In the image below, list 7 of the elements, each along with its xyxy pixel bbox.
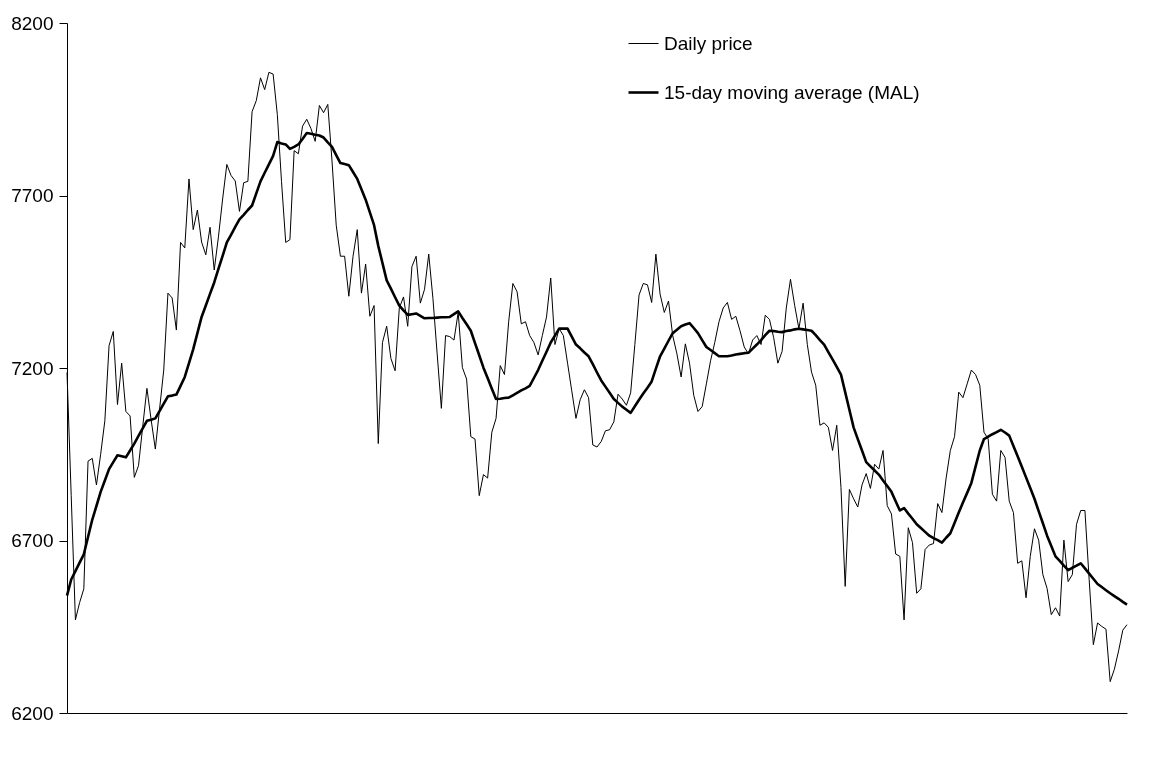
y-tick-label: 7700 — [11, 185, 54, 206]
legend-label: 15-day moving average (MAL) — [664, 81, 920, 103]
y-tick-label: 7200 — [11, 357, 54, 379]
legend-label: Daily price — [664, 32, 753, 54]
y-tick-label: 6200 — [11, 702, 54, 724]
y-tick-label: 8200 — [11, 12, 54, 34]
y-tick-label: 6700 — [11, 530, 54, 551]
